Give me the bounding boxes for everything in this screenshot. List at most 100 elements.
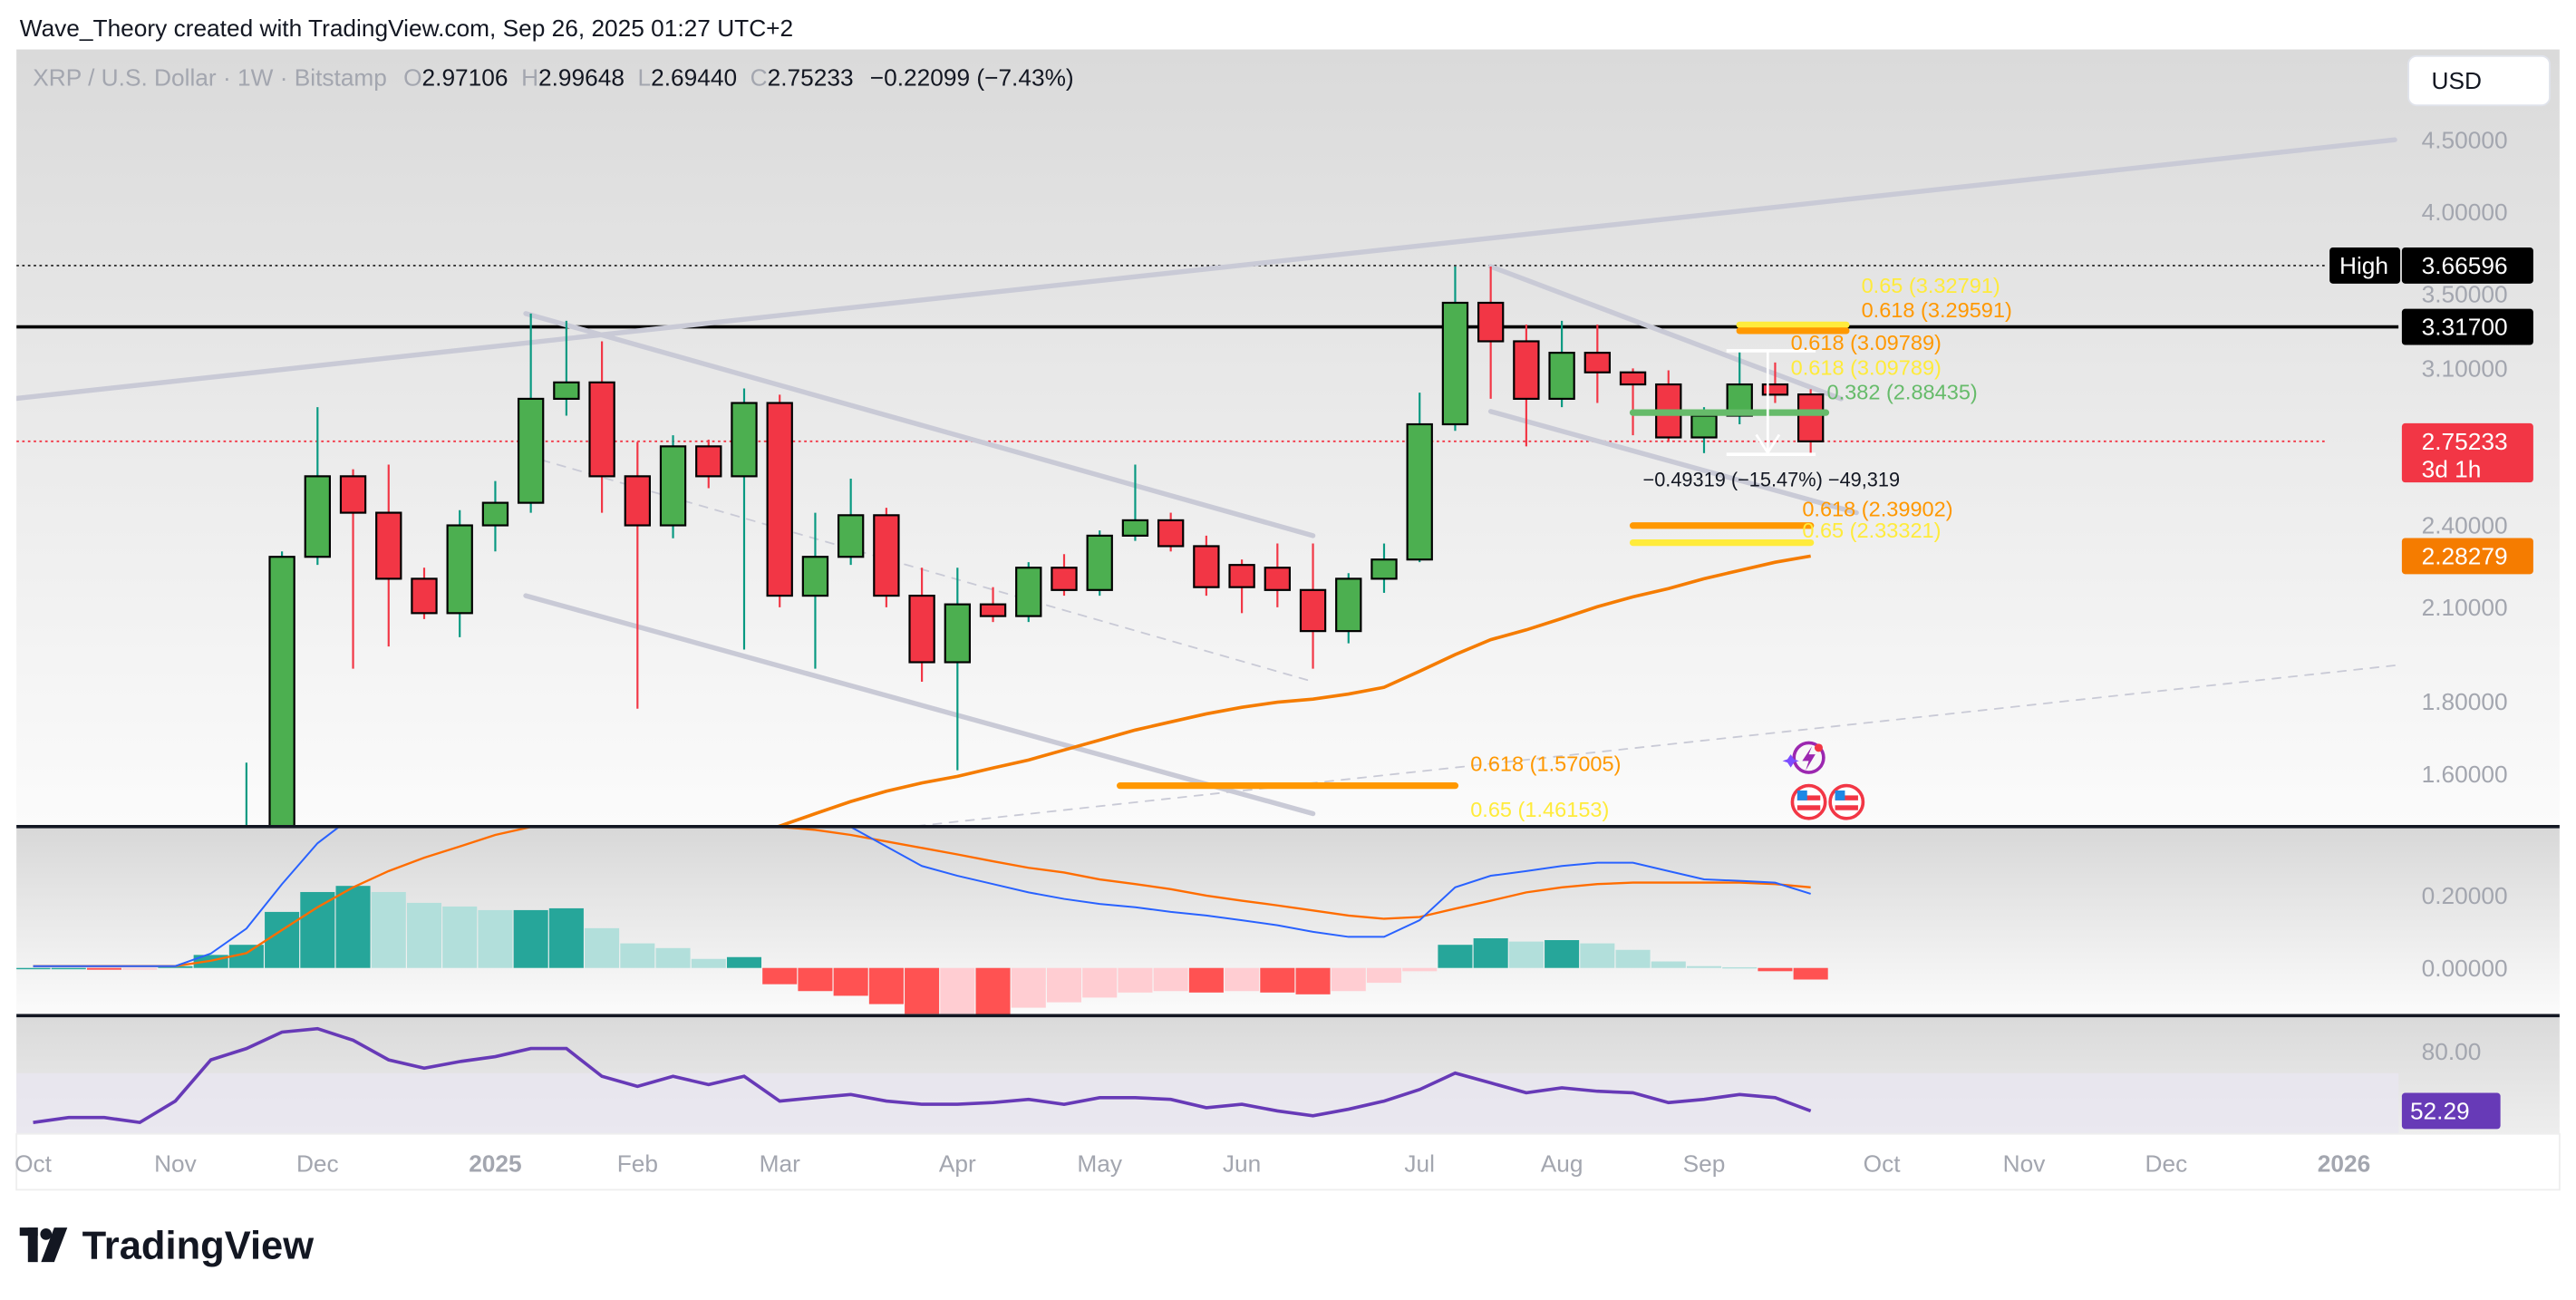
trendline[interactable] bbox=[523, 311, 1316, 538]
candle[interactable] bbox=[1441, 267, 1469, 432]
candle[interactable] bbox=[695, 439, 722, 489]
close-value: 2.75233 bbox=[768, 63, 854, 91]
currency-button[interactable]: USD bbox=[2407, 54, 2551, 107]
trendline[interactable] bbox=[525, 454, 1314, 683]
candle-body bbox=[1548, 352, 1575, 401]
candle[interactable] bbox=[908, 568, 935, 682]
candle[interactable] bbox=[1121, 464, 1149, 541]
candle-body bbox=[1015, 567, 1042, 617]
candle[interactable] bbox=[446, 509, 473, 637]
macd-signal-line[interactable] bbox=[33, 809, 1811, 967]
candle[interactable] bbox=[1796, 389, 1825, 455]
candle[interactable] bbox=[411, 568, 438, 619]
macd-line[interactable] bbox=[33, 776, 1811, 967]
price-axis-label: 1.60000 bbox=[2422, 761, 2508, 788]
candle[interactable] bbox=[1299, 543, 1327, 669]
price-range-measure[interactable] bbox=[1726, 349, 1816, 457]
candle-body bbox=[659, 445, 687, 527]
candle[interactable] bbox=[1264, 543, 1292, 607]
arrow-down-icon bbox=[1755, 433, 1781, 455]
symbol-legend[interactable]: XRP / U.S. Dollar · 1W · Bitstamp O2.971… bbox=[33, 63, 1073, 91]
trendline[interactable] bbox=[1487, 264, 1845, 402]
candle[interactable] bbox=[1619, 368, 1647, 436]
macd-histogram-bar bbox=[1580, 943, 1615, 968]
candle[interactable] bbox=[1335, 573, 1362, 644]
macd-histogram-bar bbox=[1473, 938, 1508, 968]
fib-level-label: 0.618 (3.09789) bbox=[1791, 355, 1942, 379]
candle[interactable] bbox=[766, 394, 793, 607]
candle[interactable] bbox=[1051, 554, 1078, 597]
trendline[interactable] bbox=[523, 593, 1316, 817]
trendline[interactable] bbox=[916, 665, 2396, 826]
candle[interactable] bbox=[801, 512, 829, 669]
time-axis-label: Dec bbox=[2145, 1150, 2188, 1177]
candle[interactable] bbox=[553, 320, 580, 416]
macd-histogram-bar bbox=[335, 886, 371, 968]
candle[interactable] bbox=[234, 762, 258, 1033]
time-axis-label: Feb bbox=[617, 1150, 658, 1177]
candle[interactable] bbox=[517, 313, 545, 513]
candle[interactable] bbox=[944, 568, 972, 771]
fib-level-label: 0.618 (3.29591) bbox=[1862, 298, 2012, 322]
candle[interactable] bbox=[1548, 320, 1575, 408]
candle[interactable] bbox=[481, 480, 509, 552]
time-axis[interactable] bbox=[15, 1132, 2561, 1191]
candle[interactable] bbox=[1015, 562, 1042, 623]
candle[interactable] bbox=[1406, 393, 1433, 563]
candle[interactable] bbox=[1228, 559, 1255, 614]
candle-body bbox=[1477, 301, 1505, 343]
rsi-line[interactable] bbox=[33, 1026, 1812, 1125]
trendline[interactable] bbox=[1487, 409, 1859, 516]
candle-body bbox=[411, 577, 438, 615]
trendline[interactable] bbox=[13, 137, 2397, 402]
macd-histogram-bar bbox=[1225, 967, 1260, 992]
candle[interactable] bbox=[304, 407, 332, 566]
fib-level-label: 0.618 (2.39902) bbox=[1802, 497, 1952, 520]
candle[interactable] bbox=[837, 478, 865, 566]
time-axis-label: Sep bbox=[1683, 1150, 1726, 1177]
price-pane[interactable] bbox=[16, 49, 2560, 826]
candle-body bbox=[1761, 383, 1789, 396]
candle-body bbox=[873, 514, 900, 597]
candle[interactable] bbox=[624, 441, 652, 709]
price-axis-label: 4.50000 bbox=[2422, 126, 2508, 153]
candle[interactable] bbox=[1583, 324, 1612, 403]
candle-body bbox=[695, 445, 722, 478]
candle[interactable] bbox=[339, 469, 367, 669]
candle-body bbox=[1690, 414, 1718, 439]
candle[interactable] bbox=[979, 587, 1007, 623]
candle-body bbox=[1441, 301, 1469, 426]
candle[interactable] bbox=[375, 464, 402, 647]
fib-level-label: 0.65 (3.32791) bbox=[1862, 274, 2000, 297]
candle[interactable] bbox=[1513, 324, 1540, 447]
ema-line[interactable] bbox=[744, 554, 1811, 839]
candle[interactable] bbox=[1477, 267, 1505, 399]
candle-body bbox=[1583, 352, 1612, 374]
macd-histogram-bar bbox=[1615, 949, 1651, 968]
low-value: 2.69440 bbox=[651, 63, 737, 91]
macd-histogram-bar bbox=[585, 927, 620, 968]
candle[interactable] bbox=[1370, 543, 1398, 593]
us-flag-icon[interactable] bbox=[1790, 783, 1827, 820]
candle[interactable] bbox=[1086, 530, 1113, 597]
lightning-event-icon[interactable] bbox=[1782, 741, 1825, 774]
price-axis-label: 2.40000 bbox=[2422, 512, 2508, 539]
us-flag-icon[interactable] bbox=[1828, 783, 1865, 820]
macd-histogram-bar bbox=[1011, 967, 1046, 1008]
candle[interactable] bbox=[873, 508, 900, 607]
time-axis-label: 2025 bbox=[469, 1150, 521, 1177]
macd-histogram-bar bbox=[691, 958, 726, 968]
candle[interactable] bbox=[1157, 512, 1185, 552]
measure-label: −0.49319 (−15.47%) −49,319 bbox=[1643, 469, 1901, 491]
badge-label: High bbox=[2339, 252, 2388, 279]
macd-histogram-bar bbox=[1188, 967, 1224, 993]
time-axis-label: Jul bbox=[1404, 1150, 1435, 1177]
candle[interactable] bbox=[1761, 362, 1789, 403]
candle-body bbox=[1619, 371, 1647, 386]
candle[interactable] bbox=[731, 388, 758, 650]
candle[interactable] bbox=[588, 341, 615, 513]
candle[interactable] bbox=[268, 551, 295, 856]
candle[interactable] bbox=[1193, 535, 1220, 597]
candle[interactable] bbox=[659, 435, 687, 538]
tradingview-logo[interactable]: TradingView bbox=[19, 1225, 314, 1268]
